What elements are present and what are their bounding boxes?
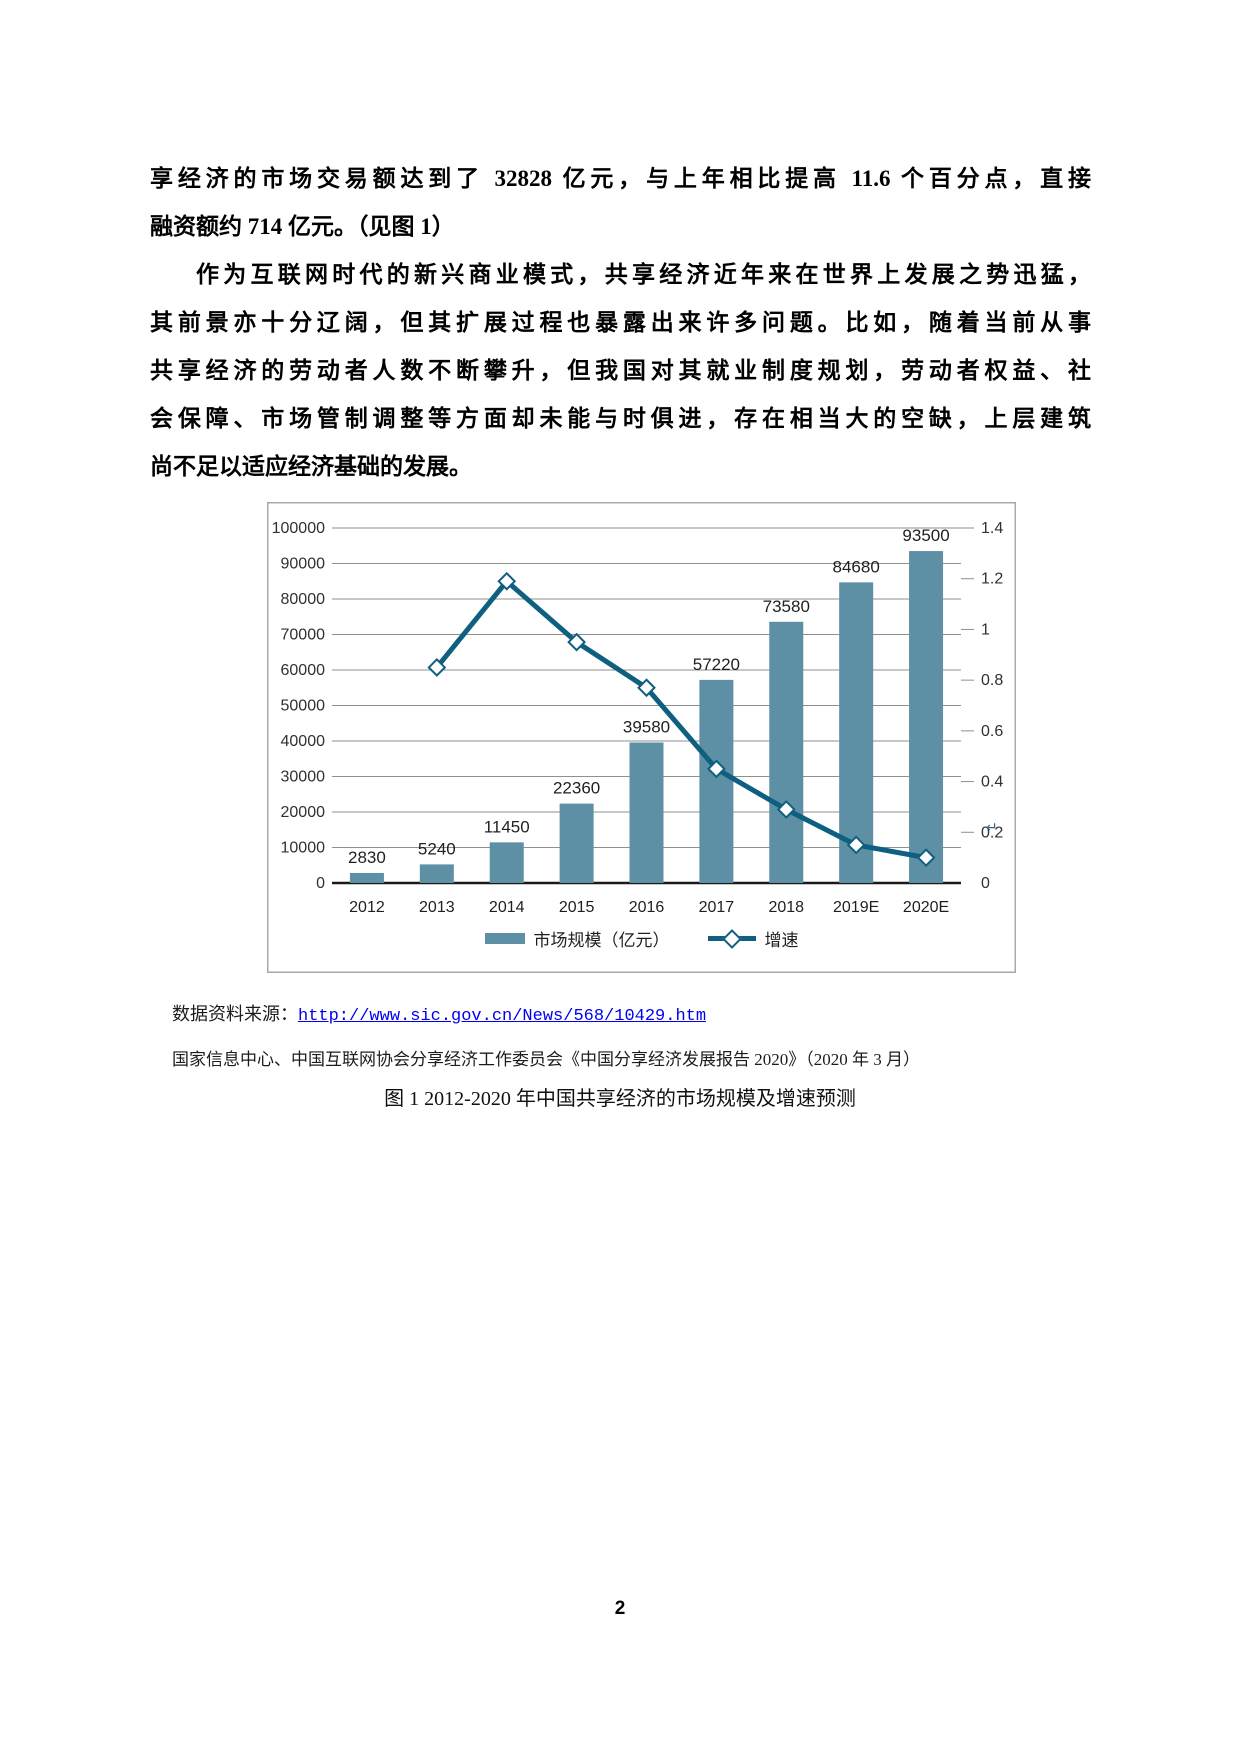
svg-text:2019E: 2019E bbox=[833, 899, 879, 916]
line-series-growth bbox=[427, 571, 936, 868]
svg-text:39580: 39580 bbox=[623, 717, 670, 736]
svg-text:80000: 80000 bbox=[281, 591, 326, 608]
chart-legend: 市场规模（亿元） 增速 bbox=[267, 926, 1016, 951]
diamond-marker-icon bbox=[721, 928, 742, 949]
svg-text:1: 1 bbox=[981, 621, 990, 638]
paragraph-return-mark: ↵ bbox=[986, 820, 998, 836]
paragraph-2-line: 作为互联网时代的新兴商业模式，共享经济近年来在世界上发展之势迅猛， bbox=[196, 262, 1091, 287]
paragraph-2-line: 尚不足以适应经济基础的发展。 bbox=[150, 454, 472, 479]
svg-text:2017: 2017 bbox=[699, 899, 735, 916]
paragraph-2-line: 会保障、市场管制调整等方面却未能与时俱进，存在相当大的空缺，上层建筑 bbox=[150, 406, 1091, 431]
bar-series-market-scale bbox=[349, 551, 944, 883]
figure-1-chart-container: 0 10000 20000 30000 40000 50000 60000 70000 8000… bbox=[267, 502, 1016, 973]
svg-text:2015: 2015 bbox=[559, 899, 595, 916]
svg-text:90000: 90000 bbox=[281, 556, 326, 573]
svg-text:0: 0 bbox=[981, 875, 990, 892]
page-number: 2 bbox=[614, 1598, 626, 1619]
svg-text:100000: 100000 bbox=[272, 520, 325, 537]
svg-text:84680: 84680 bbox=[833, 557, 880, 576]
legend-label-growth: 增速 bbox=[764, 931, 799, 950]
svg-text:93500: 93500 bbox=[902, 526, 949, 545]
svg-text:0.8: 0.8 bbox=[981, 672, 1003, 689]
svg-text:1.4: 1.4 bbox=[981, 520, 1003, 537]
svg-text:0.4: 0.4 bbox=[981, 774, 1003, 791]
svg-text:70000: 70000 bbox=[281, 627, 326, 644]
paragraph-2-line: 其前景亦十分辽阔，但其扩展过程也暴露出来许多问题。比如，随着当前从事 bbox=[150, 310, 1091, 335]
paragraph-1-line: 融资额约 714 亿元。（见图 1） bbox=[150, 214, 455, 239]
svg-text:50000: 50000 bbox=[281, 698, 326, 715]
svg-text:22360: 22360 bbox=[553, 779, 600, 798]
legend-item-growth: 增速 bbox=[707, 926, 799, 951]
attribution-line: 国家信息中心、中国互联网协会分享经济工作委员会《中国分享经济发展报告 2020》… bbox=[172, 1050, 920, 1069]
svg-text:2020E: 2020E bbox=[903, 899, 949, 916]
svg-text:57220: 57220 bbox=[693, 655, 740, 674]
chart-border bbox=[267, 502, 1016, 973]
source-link[interactable]: http://www.sic.gov.cn/News/568/10429.htm bbox=[298, 1007, 707, 1026]
svg-text:10000: 10000 bbox=[281, 840, 326, 857]
svg-text:2830: 2830 bbox=[348, 848, 386, 867]
paragraph-1-line: 享经济的市场交易额达到了 32828 亿元，与上年相比提高 11.6 个百分点，… bbox=[150, 166, 1091, 191]
right-axis: 0 0.2 0.4 0.6 0.8 1 1.2 1.4 bbox=[961, 520, 1003, 892]
legend-item-market-scale: 市场规模（亿元） bbox=[484, 926, 670, 951]
svg-text:5240: 5240 bbox=[418, 839, 456, 858]
figure-caption: 图 1 2012-2020 年中国共享经济的市场规模及增速预测 bbox=[384, 1088, 856, 1110]
svg-text:40000: 40000 bbox=[281, 733, 326, 750]
bar-value-labels: 2830 5240 11450 22360 39580 57220 73580 84680 93… bbox=[348, 526, 950, 867]
market-scale-growth-chart: 0 10000 20000 30000 40000 50000 60000 70000 8000… bbox=[267, 502, 1016, 973]
svg-text:0: 0 bbox=[316, 875, 325, 892]
svg-text:73580: 73580 bbox=[763, 597, 810, 616]
x-axis-labels: 2012 2013 2014 2015 2016 2017 2018 2019E 2020E bbox=[349, 899, 949, 916]
legend-label-market-scale: 市场规模（亿元） bbox=[533, 931, 670, 950]
data-source-line: 数据资料来源：http://www.sic.gov.cn/News/568/10… bbox=[172, 1000, 706, 1026]
svg-text:2018: 2018 bbox=[768, 899, 804, 916]
svg-text:0.2: 0.2 bbox=[981, 824, 1003, 841]
svg-text:60000: 60000 bbox=[281, 662, 326, 679]
svg-text:1.2: 1.2 bbox=[981, 571, 1003, 588]
line-series-swatch bbox=[707, 928, 756, 949]
svg-text:2012: 2012 bbox=[349, 899, 385, 916]
gridlines-and-left-axis: 0 10000 20000 30000 40000 50000 60000 70000 8000… bbox=[272, 520, 961, 892]
svg-text:2014: 2014 bbox=[489, 899, 525, 916]
body-text: 享经济的市场交易额达到了 32828 亿元，与上年相比提高 11.6 个百分点，… bbox=[150, 155, 1091, 491]
svg-text:20000: 20000 bbox=[281, 804, 326, 821]
svg-text:0.6: 0.6 bbox=[981, 723, 1003, 740]
bar-series-swatch bbox=[484, 933, 525, 944]
svg-text:2013: 2013 bbox=[419, 899, 455, 916]
source-label: 数据资料来源： bbox=[172, 1004, 298, 1024]
svg-text:11450: 11450 bbox=[484, 817, 530, 836]
svg-text:2016: 2016 bbox=[629, 899, 665, 916]
paragraph-2-line: 共享经济的劳动者人数不断攀升，但我国对其就业制度规划，劳动者权益、社 bbox=[150, 358, 1091, 383]
svg-text:30000: 30000 bbox=[281, 769, 326, 786]
